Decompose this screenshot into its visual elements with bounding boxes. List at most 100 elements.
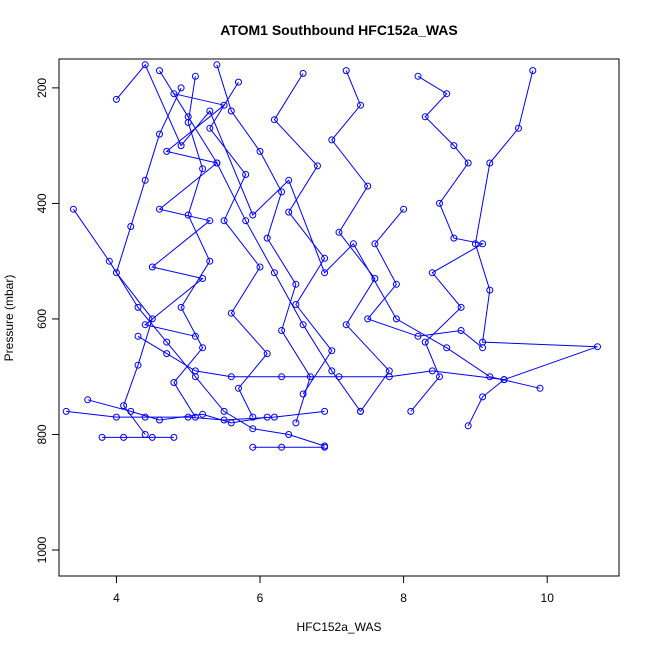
data-point	[177, 142, 185, 150]
data-point	[285, 431, 293, 438]
data-point	[285, 208, 293, 216]
series-7	[84, 396, 271, 427]
data-point	[213, 61, 221, 69]
data-point	[500, 376, 508, 384]
y-tick-label: 200	[35, 78, 49, 98]
data-point	[479, 393, 487, 401]
data-point	[371, 240, 379, 248]
data-point	[191, 332, 199, 340]
series-16	[141, 90, 228, 340]
data-point	[400, 205, 408, 213]
data-point	[299, 390, 307, 398]
data-point	[148, 315, 156, 323]
data-point	[177, 84, 185, 92]
data-point	[112, 95, 120, 103]
data-point	[249, 425, 257, 433]
data-point	[227, 373, 235, 381]
data-point	[134, 361, 142, 369]
data-point	[213, 159, 221, 167]
data-point	[191, 72, 199, 80]
data-point	[220, 217, 228, 225]
data-point	[464, 159, 472, 167]
data-point	[220, 101, 228, 109]
data-point	[407, 407, 415, 415]
data-point	[299, 321, 307, 329]
series-2	[69, 205, 329, 450]
data-point	[321, 443, 329, 451]
series-line	[173, 76, 211, 418]
data-point	[148, 263, 156, 271]
data-point	[414, 332, 422, 340]
data-point	[170, 90, 178, 98]
data-point	[163, 147, 171, 155]
data-point	[278, 188, 286, 196]
data-point	[594, 343, 601, 351]
series-13	[270, 69, 336, 398]
data-point	[364, 315, 372, 323]
data-point	[163, 338, 171, 346]
data-point	[141, 176, 149, 184]
data-point	[278, 327, 286, 334]
data-point	[328, 136, 336, 144]
data-point	[392, 315, 400, 323]
data-point	[249, 211, 257, 219]
data-point	[486, 286, 494, 294]
data-point	[357, 101, 364, 109]
data-point	[105, 257, 113, 265]
data-point	[342, 67, 350, 75]
y-axis-label: Pressure (mbar)	[2, 275, 16, 362]
data-point	[184, 119, 192, 126]
series-line	[216, 64, 311, 424]
series-12	[62, 407, 329, 424]
data-point	[299, 69, 307, 77]
data-point	[249, 443, 257, 451]
data-point	[450, 234, 458, 242]
data-point	[227, 309, 235, 317]
data-point	[112, 413, 120, 421]
series-line	[137, 335, 505, 381]
data-point	[199, 165, 207, 173]
data-point	[529, 67, 537, 75]
series-6	[213, 61, 314, 427]
data-point	[270, 413, 278, 421]
data-point	[199, 410, 207, 418]
series-line	[331, 70, 390, 412]
data-point	[371, 275, 379, 282]
data-point	[242, 171, 250, 178]
x-tick-label: 4	[113, 591, 120, 605]
data-point	[148, 433, 156, 441]
data-point	[357, 407, 364, 415]
data-point	[342, 321, 350, 329]
data-point	[328, 347, 336, 355]
x-axis-label: HFC152a_WAS	[297, 620, 382, 634]
data-point	[170, 433, 178, 441]
data-point	[292, 419, 300, 427]
series-9	[206, 78, 271, 421]
data-point	[206, 124, 214, 132]
y-tick-label: 600	[35, 309, 49, 329]
series-line	[467, 70, 598, 427]
series-line	[72, 208, 325, 447]
data-point	[471, 240, 479, 248]
data-point	[414, 72, 422, 80]
data-point	[235, 78, 242, 86]
data-point	[278, 373, 286, 381]
data-point	[321, 254, 329, 262]
series-10	[328, 67, 393, 415]
data-point	[263, 234, 271, 242]
series-15	[364, 205, 487, 352]
data-point	[421, 338, 429, 346]
series-5	[407, 72, 487, 415]
data-point	[263, 350, 271, 358]
data-point	[156, 205, 163, 213]
plot-data	[62, 61, 601, 451]
data-point	[436, 199, 443, 207]
data-point	[69, 205, 77, 213]
data-point	[134, 332, 142, 340]
data-point	[177, 303, 185, 311]
data-point	[278, 443, 286, 451]
data-point	[199, 344, 207, 352]
data-point	[256, 263, 264, 271]
data-point	[112, 269, 120, 277]
